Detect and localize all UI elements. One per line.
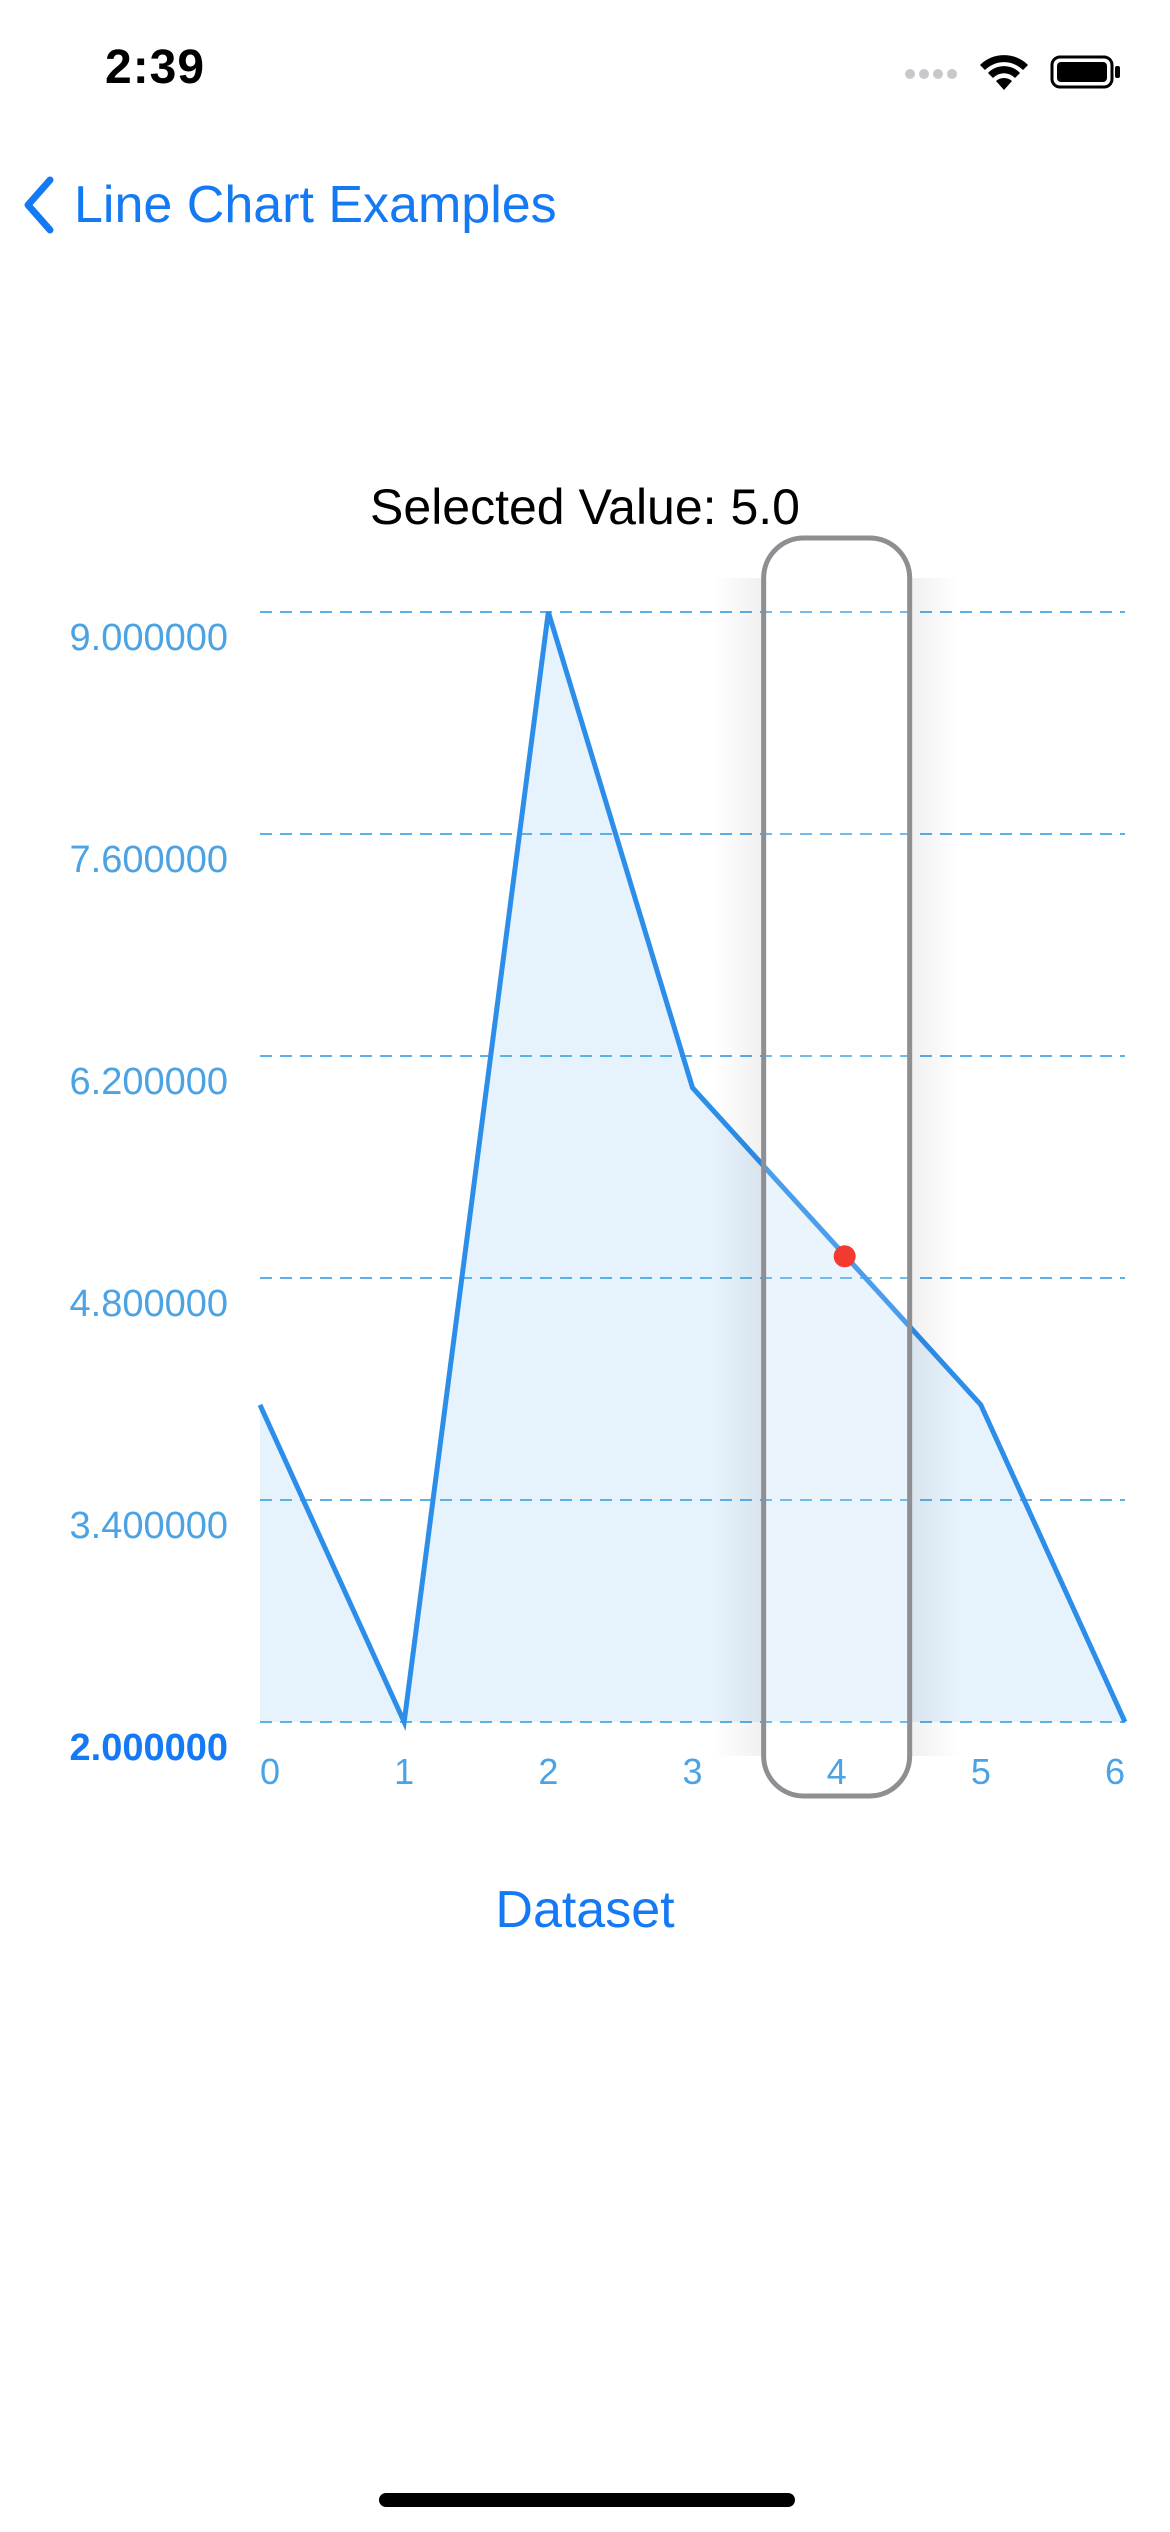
- chevron-left-icon: [24, 176, 54, 234]
- line-chart[interactable]: 9.000000 7.600000 6.200000 4.800000 3.400000…: [0, 0, 1170, 1820]
- x-tick-label: 3: [682, 1751, 702, 1792]
- selection-indicator: [761, 535, 913, 1799]
- status-icons: [904, 52, 1122, 92]
- navigation-bar: Line Chart Examples: [0, 165, 1170, 260]
- y-tick-label: 7.600000: [70, 839, 229, 881]
- back-label: Line Chart Examples: [74, 176, 557, 234]
- selected-value-label: Selected Value: 5.0: [370, 479, 800, 535]
- y-tick-label: 2.000000: [70, 1727, 229, 1769]
- x-tick-label: 0: [260, 1751, 280, 1792]
- y-tick-label: 6.200000: [70, 1061, 229, 1103]
- y-tick-label: 4.800000: [70, 1283, 229, 1325]
- wifi-icon: [980, 55, 1028, 90]
- selected-point: [833, 1245, 856, 1268]
- x-tick-label: 6: [1105, 1751, 1125, 1792]
- battery-icon: [1050, 55, 1120, 89]
- y-tick-label: 3.400000: [70, 1505, 229, 1547]
- x-tick-label: 1: [394, 1751, 414, 1792]
- x-tick-label: 5: [971, 1751, 991, 1792]
- status-time: 2:39: [105, 41, 206, 94]
- x-tick-label: 2: [538, 1751, 558, 1792]
- series-line: [257, 611, 1128, 1732]
- selection-shadow-left: [713, 578, 764, 1756]
- status-bar: 2:39: [0, 0, 1170, 150]
- selection-shadow-right: [909, 578, 960, 1756]
- dataset-button[interactable]: Dataset: [495, 1881, 675, 1939]
- back-button[interactable]: Line Chart Examples: [22, 175, 557, 235]
- y-tick-label: 9.000000: [70, 617, 229, 659]
- area-fill: [260, 612, 1125, 1722]
- cellular-signal-icon: [905, 69, 957, 79]
- x-tick-label: 4: [827, 1751, 847, 1792]
- home-indicator[interactable]: [379, 2493, 795, 2507]
